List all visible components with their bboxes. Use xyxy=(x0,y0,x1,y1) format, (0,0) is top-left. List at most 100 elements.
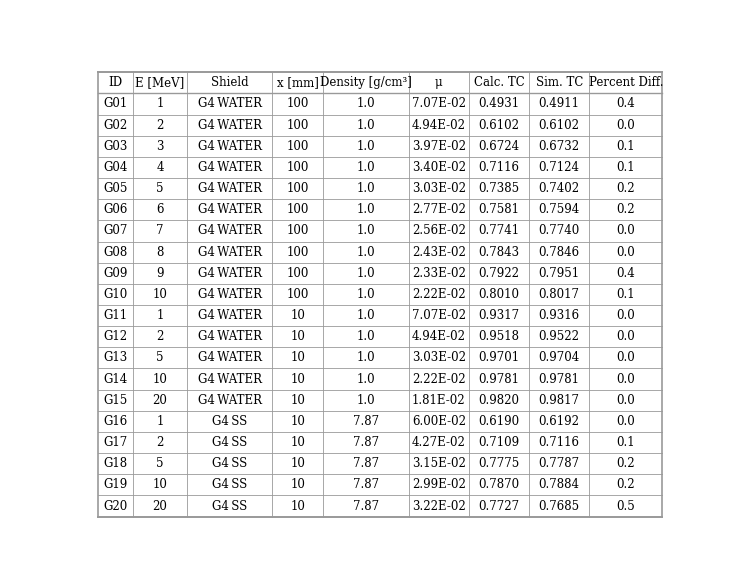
Text: 1.0: 1.0 xyxy=(357,203,375,216)
Text: 2.56E-02: 2.56E-02 xyxy=(412,224,466,237)
Text: 2.22E-02: 2.22E-02 xyxy=(412,373,466,385)
Text: 3.03E-02: 3.03E-02 xyxy=(412,352,466,364)
Text: 0.9317: 0.9317 xyxy=(478,309,520,322)
Text: G02: G02 xyxy=(103,118,128,132)
Text: G4 WATER: G4 WATER xyxy=(197,203,262,216)
Text: G18: G18 xyxy=(103,457,128,470)
Text: 2: 2 xyxy=(156,118,163,132)
Text: G01: G01 xyxy=(103,97,128,110)
Text: 20: 20 xyxy=(152,394,167,407)
Text: G4 WATER: G4 WATER xyxy=(197,394,262,407)
Text: x [mm]: x [mm] xyxy=(277,76,319,89)
Text: 9: 9 xyxy=(156,267,163,280)
Text: 1: 1 xyxy=(156,97,163,110)
Text: 10: 10 xyxy=(290,309,305,322)
Text: 0.6102: 0.6102 xyxy=(479,118,520,132)
Text: 2.43E-02: 2.43E-02 xyxy=(412,245,466,259)
Text: 0.0: 0.0 xyxy=(616,224,635,237)
Text: 1.0: 1.0 xyxy=(357,330,375,343)
Text: 1: 1 xyxy=(156,415,163,428)
Text: 0.2: 0.2 xyxy=(616,203,635,216)
Text: 1.0: 1.0 xyxy=(357,288,375,301)
Text: 100: 100 xyxy=(287,182,309,195)
Text: G04: G04 xyxy=(103,161,128,174)
Text: 100: 100 xyxy=(287,224,309,237)
Text: G20: G20 xyxy=(103,500,128,512)
Text: 0.6190: 0.6190 xyxy=(478,415,520,428)
Text: μ: μ xyxy=(435,76,443,89)
Text: 0.4931: 0.4931 xyxy=(478,97,520,110)
Text: 0.7116: 0.7116 xyxy=(539,436,579,449)
Text: G4 WATER: G4 WATER xyxy=(197,118,262,132)
Text: 8: 8 xyxy=(156,245,163,259)
Text: 1.0: 1.0 xyxy=(357,373,375,385)
Text: 10: 10 xyxy=(290,415,305,428)
Text: 0.7775: 0.7775 xyxy=(478,457,520,470)
Text: 0.4: 0.4 xyxy=(616,97,635,110)
Text: 0.1: 0.1 xyxy=(616,288,635,301)
Text: 2: 2 xyxy=(156,330,163,343)
Text: G19: G19 xyxy=(103,479,128,491)
Text: 1.0: 1.0 xyxy=(357,97,375,110)
Text: 0.0: 0.0 xyxy=(616,330,635,343)
Text: 1.0: 1.0 xyxy=(357,118,375,132)
Text: 0.7884: 0.7884 xyxy=(539,479,579,491)
Text: ID: ID xyxy=(109,76,123,89)
Text: 0.7846: 0.7846 xyxy=(539,245,580,259)
Text: G4 WATER: G4 WATER xyxy=(197,288,262,301)
Text: G4 SS: G4 SS xyxy=(212,436,248,449)
Text: 0.0: 0.0 xyxy=(616,373,635,385)
Text: 7.87: 7.87 xyxy=(353,500,379,512)
Text: G4 WATER: G4 WATER xyxy=(197,352,262,364)
Text: 0.7922: 0.7922 xyxy=(479,267,520,280)
Text: G4 WATER: G4 WATER xyxy=(197,267,262,280)
Text: G4 WATER: G4 WATER xyxy=(197,309,262,322)
Text: 0.2: 0.2 xyxy=(616,182,635,195)
Text: 5: 5 xyxy=(156,352,163,364)
Text: 0.9522: 0.9522 xyxy=(539,330,579,343)
Text: G16: G16 xyxy=(103,415,128,428)
Text: 1.0: 1.0 xyxy=(357,245,375,259)
Text: Density [g/cm³]: Density [g/cm³] xyxy=(320,76,412,89)
Text: 6: 6 xyxy=(156,203,163,216)
Text: 10: 10 xyxy=(290,457,305,470)
Text: G4 WATER: G4 WATER xyxy=(197,330,262,343)
Text: 100: 100 xyxy=(287,203,309,216)
Text: G06: G06 xyxy=(103,203,128,216)
Text: 0.8017: 0.8017 xyxy=(539,288,579,301)
Text: 4.27E-02: 4.27E-02 xyxy=(412,436,466,449)
Text: G4 SS: G4 SS xyxy=(212,415,248,428)
Text: G4 WATER: G4 WATER xyxy=(197,373,262,385)
Text: G4 SS: G4 SS xyxy=(212,500,248,512)
Text: G10: G10 xyxy=(103,288,128,301)
Text: 1.0: 1.0 xyxy=(357,309,375,322)
Text: 10: 10 xyxy=(290,373,305,385)
Text: E [MeV]: E [MeV] xyxy=(135,76,185,89)
Text: 0.2: 0.2 xyxy=(616,479,635,491)
Text: 0.1: 0.1 xyxy=(616,140,635,153)
Text: 100: 100 xyxy=(287,288,309,301)
Text: G4 WATER: G4 WATER xyxy=(197,245,262,259)
Text: G09: G09 xyxy=(103,267,128,280)
Text: 0.9817: 0.9817 xyxy=(539,394,579,407)
Text: 0.6192: 0.6192 xyxy=(539,415,579,428)
Text: 10: 10 xyxy=(290,436,305,449)
Text: 0.0: 0.0 xyxy=(616,352,635,364)
Text: 2.22E-02: 2.22E-02 xyxy=(412,288,466,301)
Text: 100: 100 xyxy=(287,267,309,280)
Text: 0.9781: 0.9781 xyxy=(479,373,520,385)
Text: Shield: Shield xyxy=(211,76,248,89)
Text: G13: G13 xyxy=(103,352,128,364)
Text: 3.15E-02: 3.15E-02 xyxy=(412,457,466,470)
Text: 2.77E-02: 2.77E-02 xyxy=(412,203,466,216)
Text: Percent Diff.: Percent Diff. xyxy=(588,76,663,89)
Text: 3.97E-02: 3.97E-02 xyxy=(412,140,466,153)
Text: G4 WATER: G4 WATER xyxy=(197,161,262,174)
Text: G12: G12 xyxy=(103,330,128,343)
Text: Sim. TC: Sim. TC xyxy=(536,76,583,89)
Text: 1: 1 xyxy=(156,309,163,322)
Text: 10: 10 xyxy=(290,500,305,512)
Text: 0.7109: 0.7109 xyxy=(478,436,520,449)
Text: 0.0: 0.0 xyxy=(616,394,635,407)
Text: G11: G11 xyxy=(103,309,128,322)
